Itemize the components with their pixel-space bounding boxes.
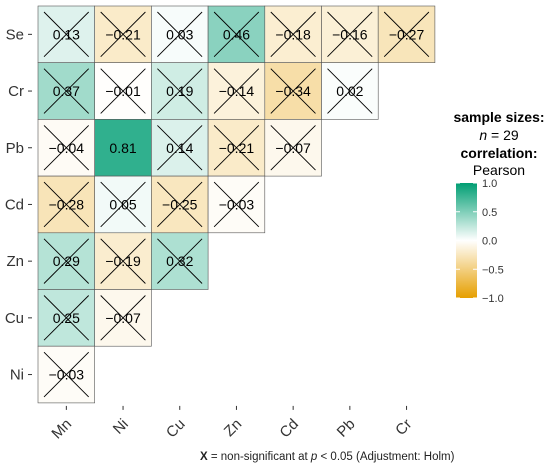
heatmap-cell-pb-cd: −0.07	[264, 119, 322, 177]
nonsignificant-cross-mark	[43, 351, 90, 398]
heatmap-cell-se-zn: 0.46	[207, 5, 266, 64]
heatmap-cell-se-cr: −0.27	[377, 5, 436, 64]
legend-sample-size: n = 29	[445, 127, 550, 143]
footnote-text-b: < 0.05 (Adjustment: Holm)	[317, 451, 455, 463]
footnote: X = non-significant at p < 0.05 (Adjustm…	[200, 451, 454, 463]
nonsignificant-cross-mark	[43, 181, 90, 228]
x-tick-label-cu: Cu	[163, 416, 189, 442]
nonsignificant-cross-mark	[157, 125, 203, 171]
heatmap-cell-pb-mn: −0.04	[37, 119, 96, 177]
nonsignificant-cross-mark	[270, 68, 316, 114]
heatmap-cell-cu-mn: 0.25	[37, 289, 96, 347]
heatmap-cell-pb-cu: 0.14	[151, 119, 209, 177]
heatmap-cell-cr-mn: 0.37	[37, 62, 96, 120]
nonsignificant-cross-mark	[43, 68, 90, 114]
nonsignificant-cross-mark	[157, 181, 203, 228]
heatmap-cell-cr-zn: −0.14	[207, 62, 266, 120]
nonsignificant-cross-mark	[327, 11, 373, 58]
legend-n-value: = 29	[487, 127, 519, 143]
nonsignificant-cross-mark	[43, 238, 90, 284]
x-tick-label-pb: Pb	[334, 416, 359, 441]
legend-tick-label: 0.0	[482, 236, 497, 248]
nonsignificant-cross-mark	[270, 125, 316, 171]
nonsignificant-cross-mark	[100, 238, 146, 284]
footnote-symbol: X	[200, 451, 208, 463]
nonsignificant-cross-mark	[157, 11, 203, 58]
nonsignificant-cross-mark	[383, 11, 430, 58]
nonsignificant-cross-mark	[43, 125, 90, 171]
heatmap-cell-cd-ni: 0.05	[94, 175, 152, 234]
nonsignificant-cross-mark	[43, 11, 90, 58]
heatmap-cell-se-cu: 0.03	[151, 5, 209, 64]
heatmap-cell-cr-pb: 0.02	[321, 62, 379, 120]
x-tick-label-ni: Ni	[110, 416, 132, 438]
color-legend: 1.0 0.5 0.0 −0.5 −1.0	[456, 178, 504, 305]
nonsignificant-cross-mark	[213, 125, 260, 171]
legend-n-label: n	[479, 127, 488, 143]
x-tick-label-mn: Mn	[48, 416, 75, 443]
y-tick-label-pb: Pb	[6, 140, 24, 157]
heatmap-cell-se-cd: −0.18	[264, 5, 322, 64]
legend-tick-label: 1.0	[482, 178, 497, 190]
nonsignificant-cross-mark	[100, 68, 146, 114]
nonsignificant-cross-mark	[157, 238, 203, 284]
legend-tick-label: −0.5	[482, 264, 504, 276]
heatmap-cell-cr-cu: 0.19	[151, 62, 209, 120]
legend-colorbar	[456, 183, 477, 298]
footnote-text-a: = non-significant at	[207, 451, 311, 463]
y-tick-label-zn: Zn	[6, 253, 24, 270]
heatmap-cells: 0.13−0.210.030.46−0.18−0.16−0.270.37−0.0…	[37, 5, 436, 404]
y-tick-label-ni: Ni	[10, 367, 24, 384]
nonsignificant-cross-mark	[100, 181, 146, 228]
y-tick-label-cd: Cd	[5, 196, 24, 213]
footnote-p: p	[310, 451, 318, 463]
heatmap-cell-cr-ni: −0.01	[94, 62, 152, 120]
nonsignificant-cross-mark	[213, 11, 260, 58]
heatmap-cell-cd-cu: −0.25	[151, 175, 209, 234]
nonsignificant-cross-mark	[157, 68, 203, 114]
heatmap-cell-se-pb: −0.16	[321, 5, 379, 64]
x-tick-label-zn: Zn	[221, 416, 245, 440]
cell-value-label: 0.81	[109, 140, 136, 156]
legend-sample-title: sample sizes:	[453, 109, 545, 125]
heatmap-cell-ni-mn: −0.03	[37, 345, 96, 404]
legend-corr-title: correlation:	[460, 145, 538, 161]
heatmap-cell-pb-zn: −0.21	[207, 119, 266, 177]
nonsignificant-cross-mark	[100, 11, 146, 58]
legend-tick-label: −1.0	[482, 293, 504, 305]
heatmap-cell-zn-cu: 0.32	[151, 232, 209, 290]
cell-rect	[94, 119, 152, 177]
nonsignificant-cross-mark	[213, 181, 260, 228]
x-tick-label-cr: Cr	[392, 416, 415, 439]
heatmap-cell-cr-cd: −0.34	[264, 62, 322, 120]
y-axis: Se Cr Pb Cd Zn Cu Ni	[5, 26, 32, 384]
x-tick-label-cd: Cd	[276, 416, 302, 442]
y-tick-label-cu: Cu	[5, 310, 24, 327]
heatmap-cell-se-mn: 0.13	[37, 5, 96, 64]
nonsignificant-cross-mark	[213, 68, 260, 114]
nonsignificant-cross-mark	[43, 295, 90, 341]
legend-corr-method: Pearson	[472, 162, 526, 178]
heatmap-cell-cu-ni: −0.07	[94, 289, 152, 347]
nonsignificant-cross-mark	[270, 11, 316, 58]
heatmap-cell-se-ni: −0.21	[94, 5, 152, 64]
y-tick-label-se: Se	[6, 26, 24, 43]
legend-tick-label: 0.5	[482, 207, 497, 219]
heatmap-cell-cd-mn: −0.28	[37, 175, 96, 234]
x-axis: Mn Ni Cu Zn Cd Pb Cr	[48, 405, 415, 443]
y-tick-label-cr: Cr	[8, 83, 24, 100]
heatmap-cell-pb-ni: 0.81	[94, 119, 152, 177]
heatmap-cell-zn-mn: 0.29	[37, 232, 96, 290]
nonsignificant-cross-mark	[327, 68, 373, 114]
heatmap-cell-zn-ni: −0.19	[94, 232, 152, 290]
nonsignificant-cross-mark	[100, 295, 146, 341]
heatmap-cell-cd-zn: −0.03	[207, 175, 266, 234]
